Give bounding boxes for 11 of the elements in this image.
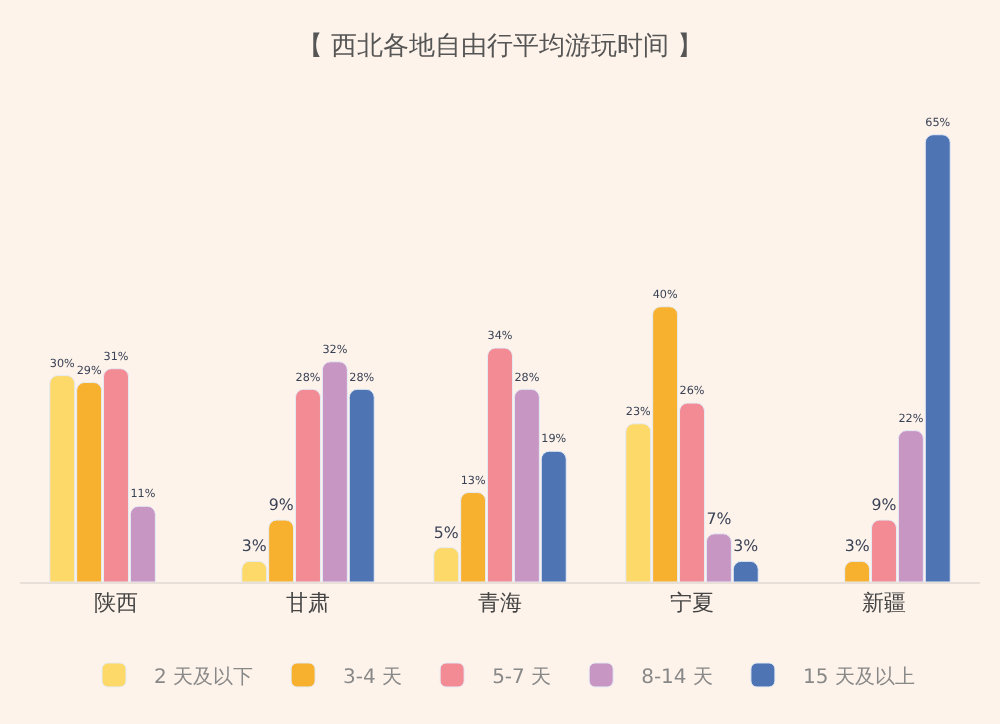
legend-label: 3-4 天 xyxy=(343,666,403,689)
legend-label: 5-7 天 xyxy=(492,666,552,689)
chart-title: 【 西北各地自由行平均游玩时间 】 xyxy=(296,32,704,63)
legend-label: 8-14 天 xyxy=(641,666,713,689)
x-tick-label: 青海 xyxy=(478,590,522,617)
x-tick-label: 新疆 xyxy=(862,590,906,617)
legend-label: 15 天及以上 xyxy=(802,664,915,689)
x-tick-label: 陕西 xyxy=(94,590,138,617)
x-tick-label: 甘肃 xyxy=(286,590,330,617)
legend-label: 2 天及以下 xyxy=(154,664,254,689)
x-tick-label: 宁夏 xyxy=(670,590,714,617)
